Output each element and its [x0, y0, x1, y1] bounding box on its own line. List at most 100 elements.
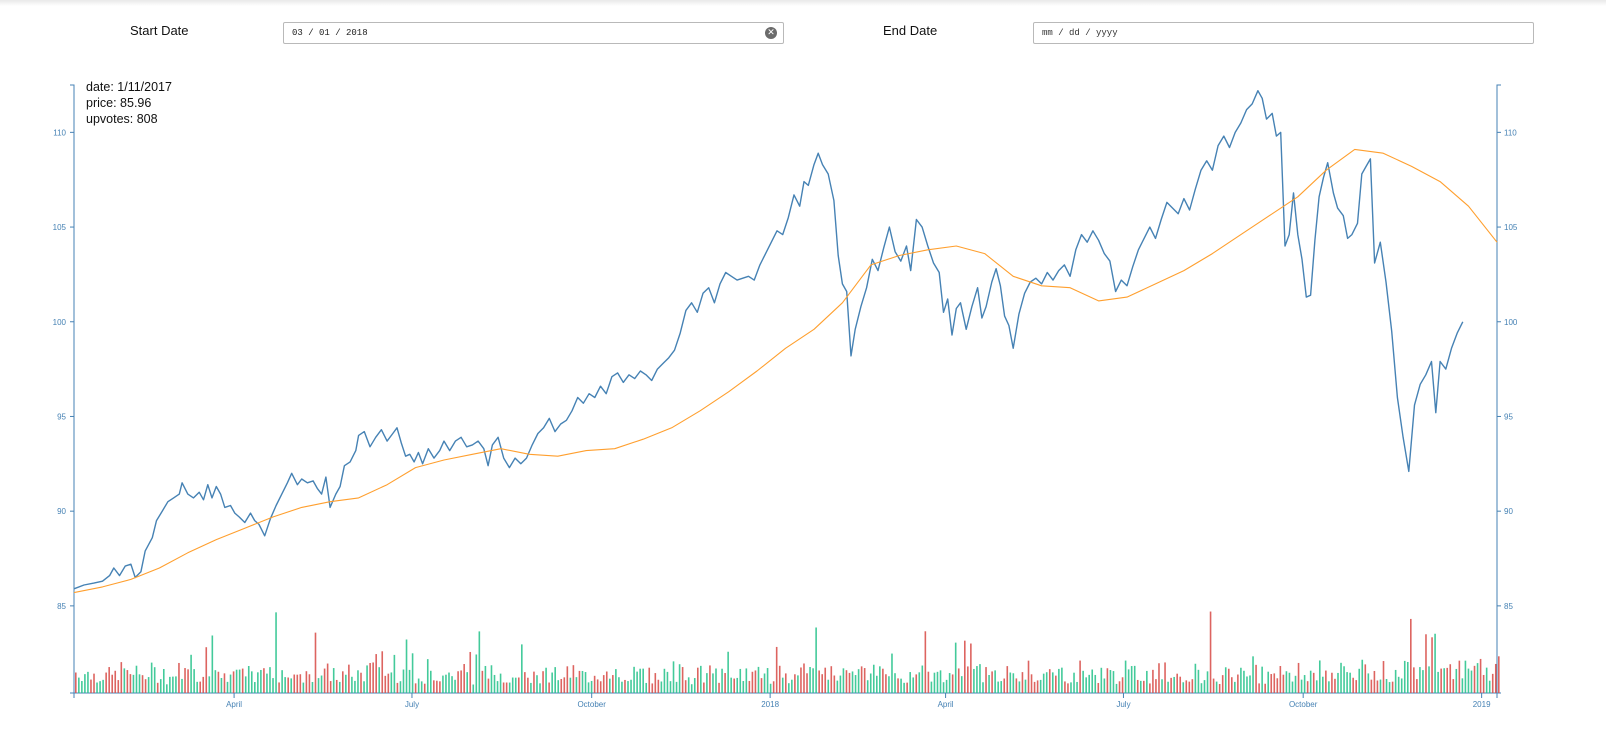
volume-bar — [1209, 611, 1212, 693]
volume-bar — [1491, 673, 1494, 693]
volume-bar — [1376, 680, 1379, 693]
volume-bar — [836, 680, 839, 693]
volume-bar — [90, 679, 92, 693]
volume-bar — [454, 679, 456, 693]
volume-bar — [745, 668, 748, 693]
volume-bar — [1498, 656, 1500, 693]
volume-bar — [108, 667, 110, 693]
volume-bar — [1076, 681, 1078, 693]
right-y-tick-label: 105 — [1504, 223, 1518, 232]
volume-bar — [1106, 668, 1109, 693]
volume-bar — [275, 612, 277, 693]
volume-bar — [736, 677, 739, 693]
volume-bar — [936, 671, 939, 693]
volume-bar — [1306, 681, 1309, 693]
volume-bar — [517, 677, 520, 693]
volume-bar — [1425, 634, 1427, 693]
volume-bar — [214, 670, 217, 693]
volume-bar — [690, 684, 693, 693]
end-date-input[interactable]: mm / dd / yyyy — [1033, 22, 1534, 44]
volume-bar — [1379, 679, 1382, 693]
volume-bar — [930, 681, 933, 693]
volume-bar — [1410, 618, 1412, 693]
volume-bar — [1464, 660, 1467, 693]
volume-bar — [1097, 682, 1100, 693]
start-date-value: 03 / 01 / 2018 — [292, 28, 368, 38]
volume-bar — [1024, 679, 1027, 693]
volume-bar — [463, 664, 465, 693]
volume-bar — [718, 682, 720, 693]
volume-bar — [514, 677, 517, 693]
volume-bar — [1416, 679, 1418, 693]
volume-bar — [505, 682, 508, 693]
volume-bar — [696, 667, 699, 693]
volume-bar — [521, 644, 523, 693]
volume-bar — [1036, 680, 1039, 693]
volume-bar — [208, 676, 211, 693]
volume-bar — [1042, 673, 1045, 693]
volume-bar — [630, 679, 632, 693]
volume-bar — [229, 674, 232, 693]
clear-circle-icon[interactable]: ✕ — [765, 27, 777, 39]
start-date-input[interactable]: 03 / 01 / 2018 ✕ — [283, 22, 784, 44]
volume-bar — [1161, 679, 1163, 693]
volume-bar — [590, 680, 593, 693]
volume-bar — [948, 673, 951, 693]
volume-bar — [982, 682, 984, 693]
volume-bar — [1434, 633, 1436, 693]
volume-bar — [1246, 676, 1248, 693]
volume-bar — [1051, 672, 1054, 693]
volume-bar — [1352, 677, 1354, 693]
volume-bar — [918, 672, 921, 693]
volume-bar — [460, 670, 462, 693]
volume-bar — [1212, 678, 1215, 693]
volume-bar — [490, 665, 493, 693]
volume-bar — [533, 671, 535, 693]
volume-bar — [857, 669, 860, 693]
volume-bar — [548, 682, 550, 693]
volume-bar — [1094, 674, 1097, 693]
volume-bar — [842, 668, 845, 693]
volume-bar — [724, 673, 726, 693]
volume-bar — [1394, 669, 1397, 693]
volume-bar — [1115, 683, 1118, 693]
volume-bar — [390, 672, 393, 693]
volume-bar — [1176, 673, 1178, 693]
volume-bar — [1473, 665, 1476, 693]
volume-bar — [612, 675, 614, 693]
volume-bar — [1197, 669, 1200, 693]
volume-bar — [824, 667, 827, 693]
volume-bar — [129, 674, 132, 693]
volume-bar — [784, 673, 787, 693]
volume-bar — [1391, 681, 1394, 693]
volume-bar — [660, 681, 663, 693]
volume-bar — [1385, 678, 1388, 693]
volume-bar — [1012, 673, 1015, 693]
volume-bar — [1130, 666, 1133, 693]
volume-bar — [123, 668, 126, 693]
volume-bar — [184, 668, 186, 693]
volume-bar — [93, 673, 95, 693]
volume-bar — [536, 675, 538, 693]
volume-bar — [1100, 667, 1103, 693]
volume-bar — [156, 682, 159, 693]
volume-bar — [147, 677, 150, 693]
volume-bar — [247, 666, 250, 693]
volume-bars — [75, 611, 1500, 693]
volume-bar — [1328, 681, 1330, 693]
volume-bar — [314, 632, 317, 693]
volume-bar — [1194, 663, 1197, 693]
volume-bar — [927, 671, 930, 693]
right-y-tick-label: 95 — [1504, 412, 1513, 421]
volume-bar — [1261, 666, 1263, 693]
volume-bar — [232, 671, 235, 693]
volume-bar — [223, 673, 226, 693]
volume-bar — [1470, 670, 1473, 693]
volume-bar — [511, 677, 514, 693]
volume-bar — [493, 674, 496, 693]
volume-bar — [338, 681, 341, 693]
volume-bar — [305, 671, 308, 693]
volume-bar — [508, 682, 511, 693]
volume-bar — [581, 670, 584, 693]
